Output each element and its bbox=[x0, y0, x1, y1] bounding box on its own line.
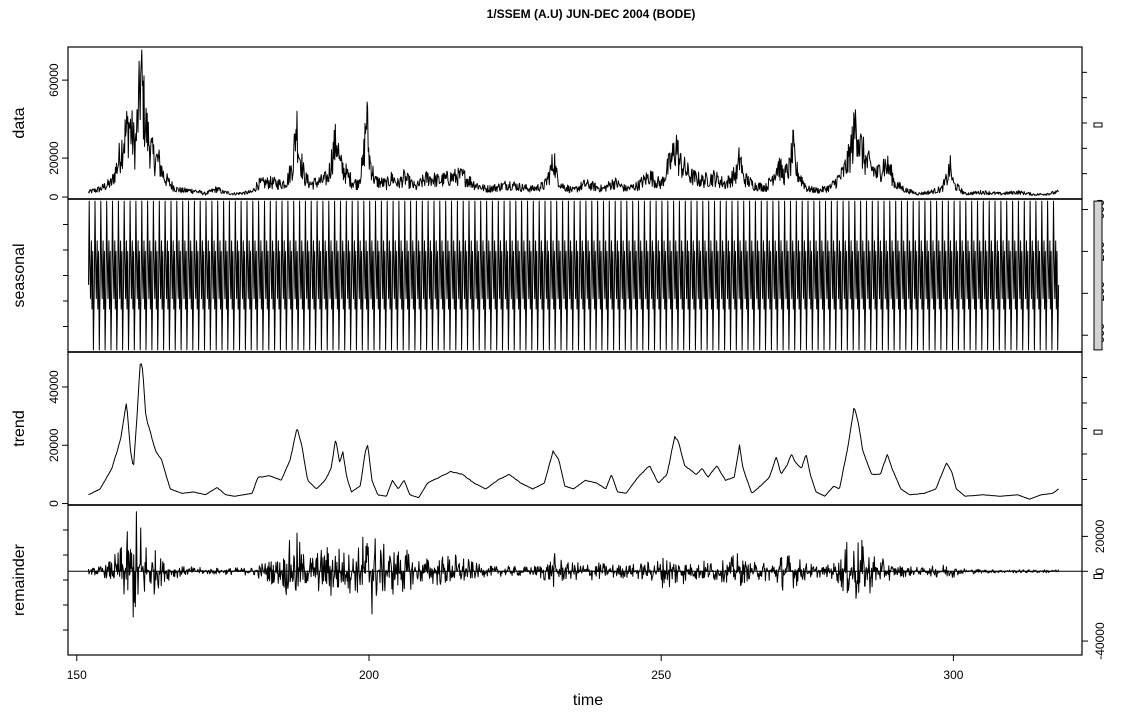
y-tick-label-data: 0 bbox=[47, 193, 61, 200]
series-line-seasonal bbox=[88, 200, 1060, 351]
x-tick-label: 300 bbox=[943, 668, 963, 682]
x-tick-label: 150 bbox=[67, 668, 87, 682]
series-line-data bbox=[88, 49, 1059, 196]
y-tick-label-data: 60000 bbox=[47, 63, 61, 97]
range-bar-trend bbox=[1093, 429, 1103, 435]
chart-title: 1/SSEM (A.U) JUN-DEC 2004 (BODE) bbox=[487, 7, 696, 21]
range-bar-seasonal bbox=[1093, 200, 1103, 351]
panel-trend: 0 20000 40000 trend bbox=[11, 351, 1103, 507]
y-tick-label-trend: 20000 bbox=[47, 428, 61, 462]
y-tick-label-trend: 40000 bbox=[47, 370, 61, 404]
y-tick-label-remainder: -40000 bbox=[1093, 622, 1107, 660]
y-tick-label-remainder: 0 bbox=[1093, 568, 1107, 575]
y-tick-label-trend: 0 bbox=[47, 500, 61, 507]
panel-label-data: data bbox=[11, 107, 28, 138]
y-tick-label-remainder: 20000 bbox=[1093, 519, 1107, 553]
x-axis: 150 200 250 300 bbox=[67, 655, 964, 682]
panel-label-seasonal: seasonal bbox=[11, 243, 28, 307]
range-bar-data bbox=[1093, 122, 1103, 128]
series-line-trend bbox=[88, 363, 1059, 500]
panels: 02000060000data-600-200200600seasonal020… bbox=[11, 46, 1107, 660]
panel-label-trend: trend bbox=[11, 410, 28, 446]
range-bar-remainder bbox=[1093, 574, 1103, 580]
panel-frame-data bbox=[67, 46, 1083, 200]
panel-seasonal: -600-200200600seasonal bbox=[11, 198, 1107, 353]
panel-frame-trend bbox=[67, 351, 1083, 506]
x-axis-label: time bbox=[573, 692, 603, 709]
panel-data: 0 20000 60000 data bbox=[11, 46, 1103, 200]
x-tick-label: 200 bbox=[359, 668, 379, 682]
panel-remainder: -40000 0 20000 remainder bbox=[11, 504, 1107, 660]
panel-label-remainder: remainder bbox=[11, 543, 28, 616]
y-tick-label-data: 20000 bbox=[47, 141, 61, 175]
x-tick-label: 250 bbox=[651, 668, 671, 682]
series-line-remainder bbox=[88, 511, 1060, 618]
panel-frame-remainder bbox=[67, 504, 1083, 656]
